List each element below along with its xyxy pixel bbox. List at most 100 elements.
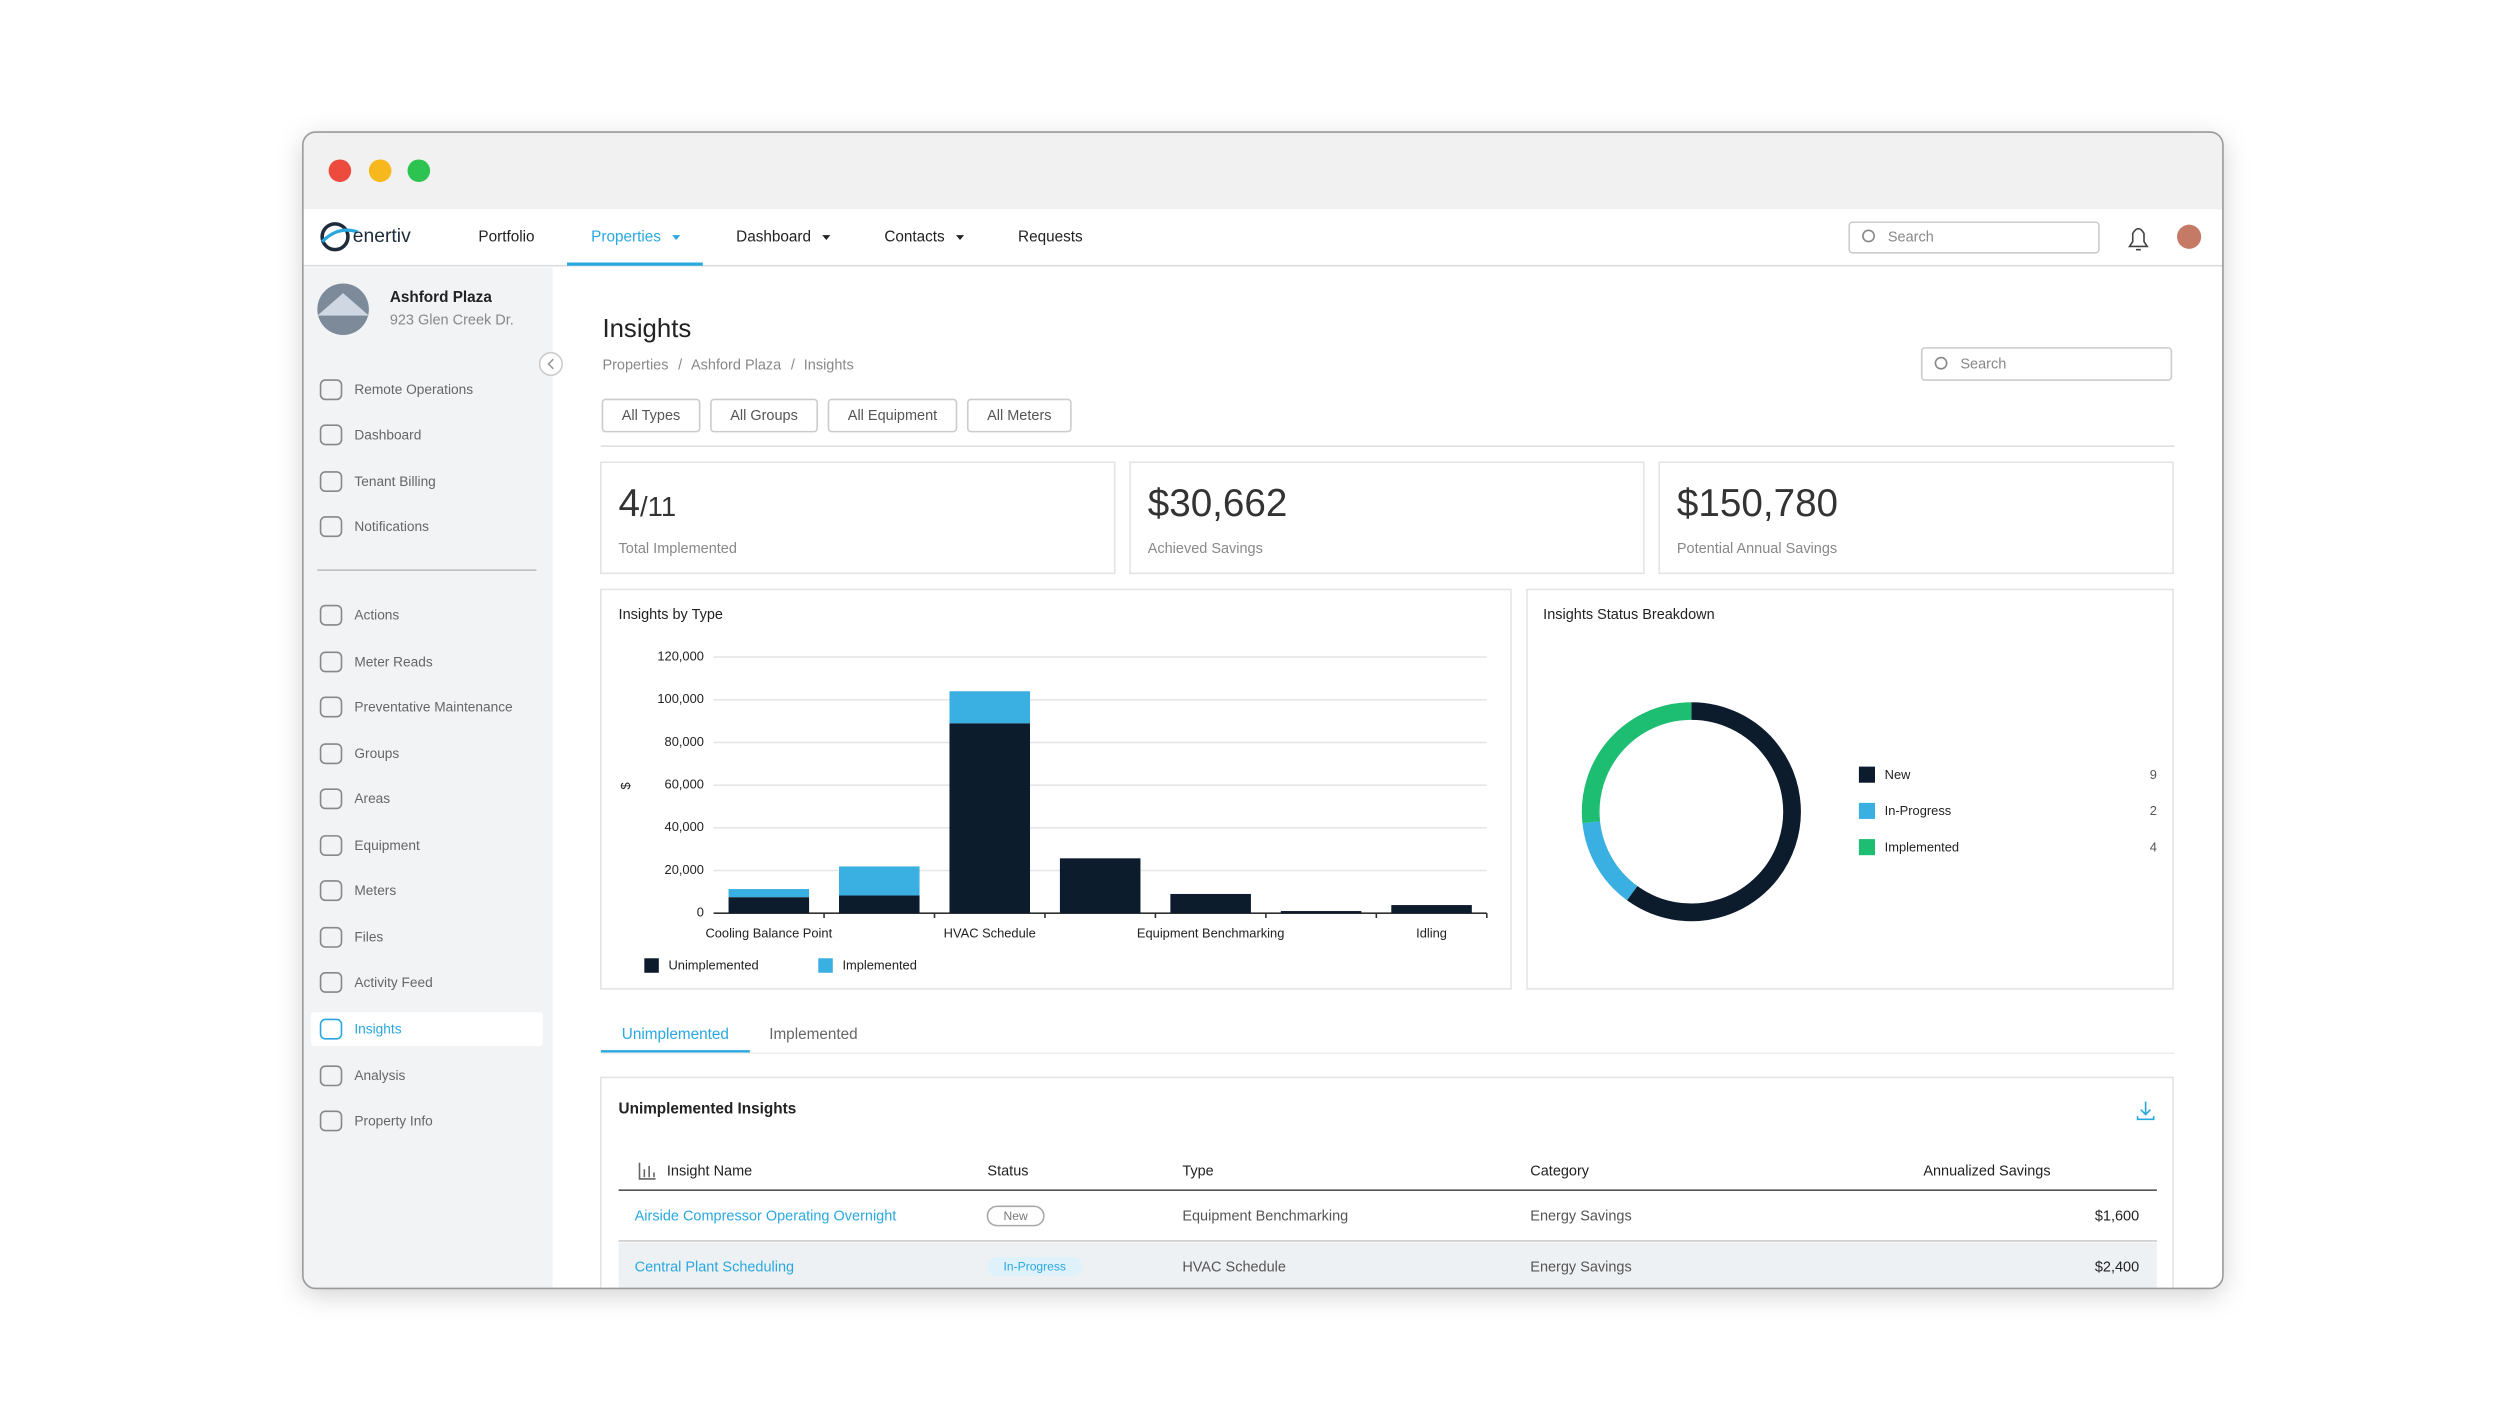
table-cell: Energy Savings — [1530, 1209, 1631, 1225]
menu-item[interactable]: Notifications — [354, 519, 429, 534]
menu-icon — [319, 604, 343, 626]
nav-item[interactable]: Portfolio — [478, 229, 534, 246]
kpi-label: Total Implemented — [619, 541, 737, 557]
minimize-button[interactable] — [368, 159, 392, 182]
donut-segment — [1626, 702, 1801, 922]
menu-item[interactable]: Analysis — [354, 1068, 405, 1083]
property-name: Ashford Plaza — [390, 289, 493, 306]
column-header[interactable]: Type — [1182, 1163, 1213, 1179]
user-avatar[interactable] — [2177, 224, 2202, 249]
chart-title: Insights Status Breakdown — [1543, 607, 1715, 623]
chart-panel — [600, 588, 1512, 990]
bar-segment — [1280, 911, 1362, 914]
bell-icon[interactable] — [2128, 227, 2149, 251]
close-button[interactable] — [328, 159, 352, 182]
y-tick-label: 40,000 — [665, 819, 704, 834]
filter-button[interactable] — [827, 398, 958, 433]
dropdown-caret — [672, 235, 681, 240]
tab[interactable]: Unimplemented — [622, 1026, 729, 1043]
nav-item[interactable]: Properties — [591, 229, 661, 246]
menu-icon — [319, 424, 343, 446]
page-title: Insights — [602, 315, 691, 343]
x-tick-label: Cooling Balance Point — [705, 926, 832, 941]
sort-icon[interactable] — [638, 1162, 656, 1180]
kpi-card — [600, 461, 1116, 575]
menu-item[interactable]: Property Info — [354, 1113, 433, 1128]
collapse-chevron — [547, 358, 554, 370]
filter-button[interactable] — [966, 398, 1072, 433]
logo-swoosh — [321, 228, 359, 243]
dropdown-caret — [822, 235, 831, 240]
menu-item[interactable]: Tenant Billing — [354, 474, 435, 489]
nav-item[interactable]: Requests — [1018, 229, 1083, 246]
page-search[interactable] — [1920, 347, 2173, 381]
kpi-value: $150,780 — [1677, 482, 1838, 525]
breadcrumb-item: Insights — [804, 357, 854, 373]
nav-search[interactable] — [1848, 221, 2100, 254]
breadcrumb-separator: / — [678, 357, 683, 373]
menu-item[interactable]: Remote Operations — [354, 382, 473, 397]
filter-label[interactable]: All Types — [622, 408, 681, 424]
status-pill-text: New — [1004, 1209, 1028, 1223]
filter-button[interactable] — [710, 398, 819, 433]
breadcrumb-item[interactable]: Ashford Plaza — [691, 357, 782, 373]
menu-item[interactable]: Activity Feed — [354, 975, 432, 990]
menu-item[interactable]: Insights — [354, 1022, 401, 1037]
tab[interactable]: Implemented — [769, 1026, 857, 1043]
menu-item[interactable]: Equipment — [354, 838, 420, 853]
menu-icon — [319, 651, 343, 673]
table-cell: Equipment Benchmarking — [1182, 1209, 1348, 1225]
column-header[interactable]: Category — [1530, 1163, 1590, 1179]
dropdown-caret — [955, 235, 965, 240]
filter-label[interactable]: All Groups — [730, 408, 798, 424]
brand[interactable]: enertiv — [353, 226, 411, 247]
status-pill — [986, 1205, 1045, 1227]
bar-segment — [1391, 905, 1472, 914]
y-tick-label: 20,000 — [665, 862, 704, 877]
property-photo-detail — [317, 293, 369, 316]
filter-label[interactable]: All Meters — [987, 408, 1051, 424]
maximize-button[interactable] — [407, 159, 431, 182]
filter-button[interactable] — [601, 398, 701, 433]
menu-item[interactable]: Groups — [354, 746, 399, 761]
table-cell: HVAC Schedule — [1182, 1259, 1286, 1275]
window-border — [302, 131, 2224, 1290]
bar-segment — [949, 691, 1031, 724]
nav-item[interactable]: Dashboard — [736, 229, 811, 246]
legend-label: In-Progress — [1885, 803, 1952, 818]
kpi-label: Potential Annual Savings — [1677, 541, 1837, 557]
sidebar-menu: Remote Operations Dashboard Tenant Billing… — [310, 379, 543, 1132]
collapse-button[interactable] — [538, 351, 563, 377]
page-search-placeholder: Search — [1960, 357, 2006, 373]
bar-segment — [1170, 893, 1251, 914]
menu-item[interactable]: Dashboard — [354, 427, 421, 442]
column-header[interactable]: Status — [987, 1163, 1028, 1179]
menu-item[interactable]: Actions — [354, 608, 399, 623]
menu-item[interactable]: Preventative Maintenance — [354, 699, 512, 714]
legend-swatch — [1858, 839, 1875, 856]
filter-label[interactable]: All Equipment — [848, 408, 937, 424]
kpi-cards: 4/11 Total Implemented $30,662 Achieved Sav… — [600, 461, 2174, 575]
bar-segment — [949, 723, 1031, 914]
bar-segment — [839, 866, 920, 896]
menu-item[interactable]: Meters — [354, 883, 396, 898]
insight-link[interactable]: Central Plant Scheduling — [635, 1259, 794, 1275]
legend-value: 9 — [2150, 767, 2157, 782]
menu-item[interactable]: Areas — [354, 791, 390, 806]
menu-icon — [319, 379, 343, 401]
nav-item[interactable]: Contacts — [884, 229, 945, 246]
menu-icon — [319, 696, 343, 718]
kpi-label: Achieved Savings — [1148, 541, 1263, 557]
insight-link[interactable]: Airside Compressor Operating Overnight — [635, 1209, 897, 1225]
menu-icon — [319, 926, 343, 948]
column-header[interactable]: Insight Name — [667, 1163, 752, 1179]
download-icon[interactable] — [2136, 1101, 2155, 1121]
menu-item[interactable]: Meter Reads — [354, 654, 433, 669]
sidebar — [302, 267, 553, 1289]
menu-item[interactable]: Files — [354, 930, 383, 945]
status-pill-text: In-Progress — [1004, 1260, 1066, 1274]
window: enertiv Portfolio Properties Dashboard Cont… — [302, 132, 2223, 1289]
breadcrumb-item[interactable]: Properties — [602, 357, 668, 373]
chart-title: Insights by Type — [619, 607, 723, 623]
column-header[interactable]: Annualized Savings — [1923, 1163, 2050, 1179]
